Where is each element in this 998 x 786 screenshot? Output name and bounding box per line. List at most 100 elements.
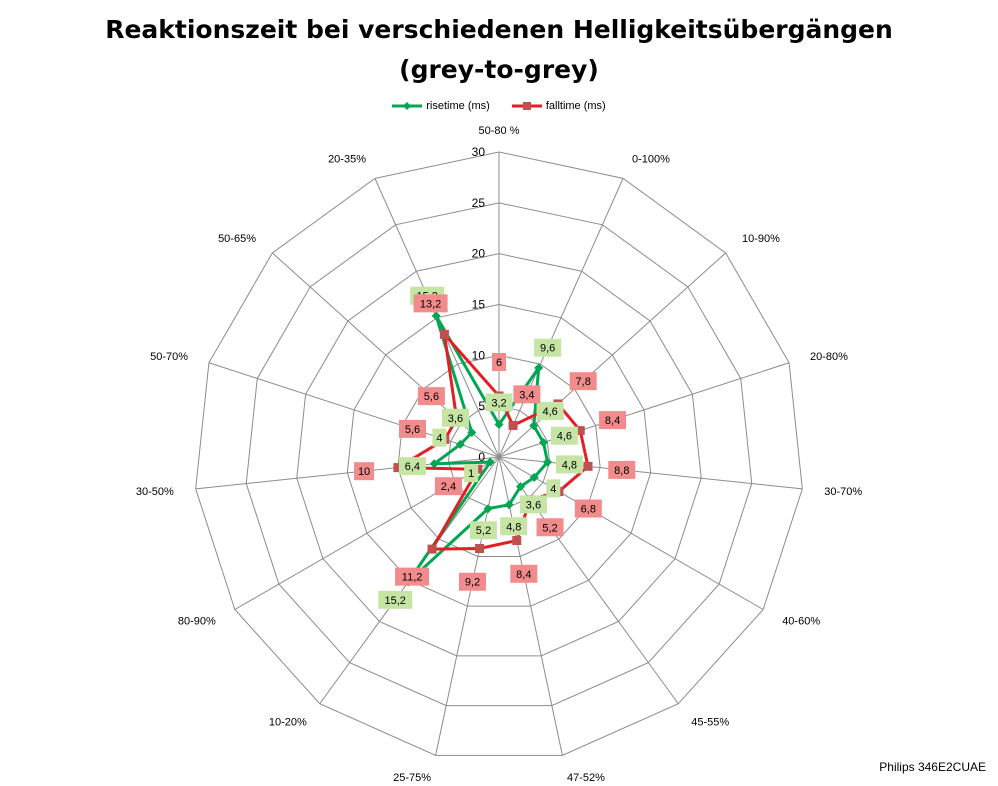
axis-tick-label: 20	[472, 247, 486, 261]
data-label-box	[395, 567, 430, 586]
category-label: 47-52%	[567, 772, 605, 784]
category-label: 30-70%	[824, 486, 862, 498]
data-label-falltime: 11,2	[395, 567, 430, 586]
category-label: 30-50%	[136, 486, 174, 498]
data-label-box	[519, 495, 547, 514]
category-label: 20-35%	[328, 153, 366, 165]
data-label-box	[599, 411, 627, 430]
data-label-falltime: 6	[492, 353, 506, 371]
data-label-text: 5,6	[424, 391, 439, 403]
series-line-0	[406, 314, 550, 584]
data-label-text: 6,8	[581, 504, 596, 516]
category-label: 0-100%	[632, 153, 670, 165]
data-point-risetime	[467, 428, 477, 438]
data-point-falltime	[512, 536, 522, 546]
data-label-text: 5,2	[542, 522, 557, 534]
data-label-risetime: 4,8	[555, 455, 583, 474]
chart-legend: risetime (ms) falltime (ms)	[0, 100, 998, 112]
category-label: 20-80%	[810, 351, 848, 363]
data-label-risetime: 3,6	[519, 495, 547, 514]
data-point-falltime	[475, 543, 485, 553]
data-label-box	[536, 401, 564, 420]
data-point-falltime	[439, 329, 449, 339]
data-label-text: 6,4	[405, 461, 420, 473]
legend-item-falltime: falltime (ms)	[511, 100, 606, 112]
data-point-risetime	[534, 363, 544, 373]
data-label-box	[608, 460, 636, 479]
category-label: 25-75%	[393, 772, 431, 784]
data-label-risetime: 3,6	[441, 408, 469, 427]
data-label-text: 3,2	[491, 397, 506, 409]
data-label-box	[399, 419, 427, 438]
data-label-box	[458, 572, 486, 591]
data-label-text: 4	[550, 483, 556, 495]
radar-grid	[195, 151, 803, 756]
axis-tick-label: 0	[478, 450, 485, 464]
legend-marker-risetime	[392, 102, 423, 110]
grid-ring	[245, 202, 753, 707]
data-point-falltime	[508, 420, 518, 430]
legend-label-falltime: falltime (ms)	[545, 100, 606, 112]
data-label-risetime: 6,4	[398, 457, 426, 476]
category-label: 10-20%	[269, 717, 307, 729]
category-label: 40-60%	[782, 616, 820, 628]
axis-tick-label: 15	[472, 298, 486, 312]
data-label-text: 8,4	[605, 415, 620, 427]
data-label-text: 13,2	[420, 298, 441, 310]
data-label-risetime: 4	[432, 428, 447, 447]
grid-spoke	[498, 362, 790, 458]
data-label-falltime: 6,8	[574, 499, 602, 518]
data-point-risetime	[455, 439, 465, 449]
axis-tick-label: 5	[478, 399, 485, 413]
data-point-risetime	[485, 457, 495, 467]
data-point-risetime	[483, 504, 493, 514]
data-label-box	[574, 499, 602, 518]
data-label-text: 9,6	[540, 343, 555, 355]
data-point-risetime	[529, 472, 539, 482]
data-label-text: 11,2	[402, 572, 423, 584]
data-label-risetime: 5,2	[469, 521, 497, 540]
data-label-text: 5,2	[476, 525, 491, 537]
category-label: 50-65%	[218, 233, 256, 245]
data-label-text: 3,4	[519, 389, 534, 401]
data-label-text: 8,4	[516, 569, 531, 581]
axis-tick-label: 30	[472, 145, 486, 159]
data-point-risetime	[538, 438, 548, 448]
data-point-risetime	[529, 421, 539, 431]
data-label-falltime: 8,4	[510, 564, 538, 583]
data-label-falltime: 9,2	[458, 572, 486, 591]
data-label-box	[354, 462, 375, 481]
data-label-box	[413, 294, 448, 313]
data-label-box	[492, 353, 506, 371]
axis-tick-label: 25	[472, 196, 486, 210]
data-label-text: 2,4	[441, 481, 456, 493]
data-label-text: 4,6	[557, 431, 572, 443]
data-label-falltime: 7,8	[569, 372, 597, 391]
data-label-falltime: 5,6	[417, 387, 445, 406]
data-point-risetime	[429, 459, 439, 469]
chart-title: Reaktionszeit bei verschiedenen Helligke…	[0, 10, 998, 90]
data-label-text: 6	[496, 357, 502, 369]
data-label-falltime: 8,8	[608, 460, 636, 479]
data-label-risetime: 9,6	[534, 338, 562, 357]
data-label-risetime: 4,6	[550, 426, 578, 445]
data-label-text: 15,2	[385, 595, 406, 607]
data-label-risetime: 4	[546, 479, 561, 498]
data-label-box	[534, 338, 562, 357]
grid-ring	[195, 151, 803, 756]
data-label-risetime: 4,6	[536, 401, 564, 420]
data-point-falltime	[393, 463, 403, 473]
data-label-text: 4,6	[542, 406, 557, 418]
data-label-falltime: 5,2	[536, 518, 564, 537]
data-label-risetime: 1	[464, 464, 479, 483]
grid-spoke	[208, 362, 500, 458]
data-label-box	[510, 564, 538, 583]
data-label-text: 3,6	[448, 413, 463, 425]
data-label-falltime: 2,4	[434, 477, 462, 496]
category-label: 50-80 %	[479, 125, 520, 137]
data-point-risetime	[494, 419, 504, 429]
data-point-risetime	[543, 457, 553, 467]
data-point-risetime	[431, 311, 441, 321]
grid-spoke	[498, 456, 764, 610]
